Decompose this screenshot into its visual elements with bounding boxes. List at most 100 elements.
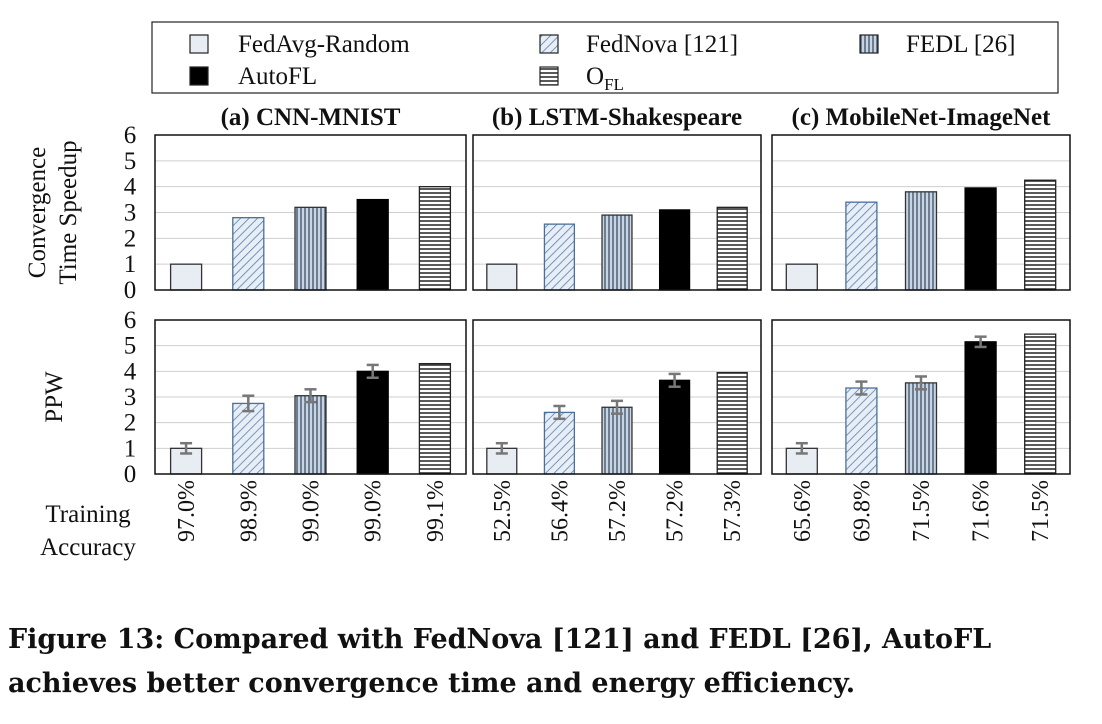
bar-ofl-ppw-1 (716, 371, 748, 475)
ytick-label: 1 (124, 251, 137, 278)
error-bar-fedavg-0 (180, 441, 193, 455)
ytick-label: 0 (124, 277, 137, 304)
accuracy-label: 99.0% (361, 480, 387, 542)
bar-fedavg-speedup-2 (785, 263, 818, 291)
legend-swatch-fedl (859, 34, 879, 54)
accuracy-label: 71.5% (1028, 480, 1054, 542)
ytick-label: 6 (124, 307, 137, 334)
error-bar-fedl-2 (915, 375, 927, 391)
bar-fednova-ppw-1 (543, 411, 576, 475)
panel-title-0: (a) CNN-MNIST (221, 104, 401, 131)
ytick-label: 3 (124, 200, 137, 227)
ylabel-ppw: PPW (41, 371, 68, 423)
error-bar-fedl-0 (304, 388, 317, 404)
accuracy-label: 69.8% (849, 480, 875, 542)
bar-fedl-ppw-2 (904, 382, 938, 475)
bar-autofl-speedup-0 (356, 198, 389, 291)
bar-fedl-speedup-1 (601, 214, 633, 291)
accuracy-label: 98.9% (236, 480, 262, 542)
error-bar-fednova-0 (242, 394, 255, 413)
bar-fednova-ppw-2 (845, 387, 878, 475)
bar-autofl-speedup-2 (964, 187, 997, 291)
accuracy-label: 99.1% (423, 480, 449, 542)
ytick-label: 6 (124, 122, 137, 149)
legend-swatch-fednova (539, 34, 559, 54)
ytick-label: 2 (124, 410, 137, 437)
ylabel-speedup-line1: Convergence (24, 147, 51, 278)
error-bar-fedavg-2 (795, 441, 808, 455)
ytick-label: 4 (124, 358, 137, 385)
error-bar-fednova-2 (855, 380, 868, 396)
panel-frame (154, 134, 467, 291)
ylabel-speedup-line2: Time Speedup (55, 140, 82, 284)
bar-fednova-speedup-0 (232, 217, 265, 291)
panel-frames (154, 134, 1071, 475)
bar-fedavg-speedup-1 (486, 263, 518, 291)
accuracy-label: 56.4% (547, 480, 573, 542)
bar-ofl-speedup-2 (1024, 179, 1057, 291)
bar-autofl-ppw-1 (658, 379, 691, 475)
bar-autofl-speedup-1 (658, 209, 691, 291)
bar-fednova-speedup-2 (845, 201, 878, 291)
error-bar-autofl-1 (668, 372, 681, 388)
accuracy-axis-label-line2: Accuracy (40, 534, 136, 561)
legend-box (151, 21, 1059, 94)
accuracy-label: 52.5% (490, 480, 516, 542)
panel-frame (472, 134, 762, 291)
error-bar-fednova-1 (553, 404, 566, 421)
bar-autofl-ppw-2 (964, 341, 997, 475)
accuracy-label: 57.3% (720, 480, 746, 542)
bar-fedl-speedup-0 (294, 206, 327, 291)
accuracy-label: 71.6% (969, 480, 995, 542)
bar-ofl-ppw-2 (1024, 333, 1057, 475)
ytick-label: 2 (124, 225, 137, 252)
legend: FedAvg-Random FedNova [121] FEDL [26] AutoF… (151, 21, 1059, 94)
ytick-label: 0 (124, 461, 137, 488)
accuracy-label: 65.6% (790, 480, 816, 542)
accuracy-label: 99.0% (299, 480, 325, 542)
legend-label-fedl: FEDL [26] (906, 31, 1015, 58)
error-bar-autofl-0 (366, 363, 379, 379)
legend-label-autofl: AutoFL (238, 63, 317, 90)
legend-label-fedavg: FedAvg-Random (238, 31, 410, 58)
bar-ofl-ppw-0 (418, 362, 452, 475)
bar-autofl-ppw-0 (356, 370, 389, 475)
bar-fedl-ppw-1 (601, 406, 633, 475)
bar-fedl-speedup-2 (904, 191, 938, 291)
legend-swatch-ofl (539, 66, 559, 86)
ytick-label: 4 (124, 174, 137, 201)
accuracy-labels: 97.0% 98.9% 99.0% 99.0% 99.1% 52.5% 56.4% 57.2%… (40, 480, 1054, 561)
panel-titles: (a) CNN-MNIST (b) LSTM-Shakespeare (c) Mob… (221, 104, 1052, 131)
accuracy-label: 97.0% (174, 480, 200, 542)
bar-fednova-ppw-0 (232, 402, 265, 475)
bars (169, 179, 1057, 475)
panel-title-1: (b) LSTM-Shakespeare (492, 104, 742, 131)
panel-frame (771, 319, 1071, 475)
panel-frame (771, 134, 1071, 291)
legend-swatch-autofl (189, 66, 209, 86)
ytick-label: 3 (124, 384, 137, 411)
panel-title-2: (c) MobileNet-ImageNet (792, 104, 1052, 131)
ytick-label: 5 (124, 148, 137, 175)
panel-frame (472, 319, 762, 475)
bar-ofl-speedup-1 (716, 206, 748, 291)
accuracy-axis-label-line1: Training (45, 501, 131, 528)
legend-swatch-fedavg (189, 34, 209, 54)
bar-fedavg-speedup-0 (169, 263, 203, 291)
accuracy-label: 71.5% (909, 480, 935, 542)
bar-fedl-ppw-0 (294, 395, 327, 475)
error-bar-autofl-2 (974, 335, 987, 349)
legend-label-fednova: FedNova [121] (586, 31, 738, 58)
bar-fednova-speedup-1 (543, 223, 576, 291)
figure-caption: Figure 13: Compared with FedNova [121] a… (8, 624, 992, 699)
ytick-label: 1 (124, 435, 137, 462)
accuracy-label: 57.2% (605, 480, 631, 542)
bar-ofl-speedup-0 (418, 186, 452, 291)
accuracy-label: 57.2% (663, 480, 689, 542)
error-bar-fedavg-1 (495, 441, 508, 455)
error-bar-fedl-1 (611, 399, 623, 415)
figure-chart: FedAvg-Random FedNova [121] FEDL [26] AutoF… (24, 21, 1071, 561)
ytick-label: 5 (124, 333, 137, 360)
panel-frame (154, 319, 467, 475)
